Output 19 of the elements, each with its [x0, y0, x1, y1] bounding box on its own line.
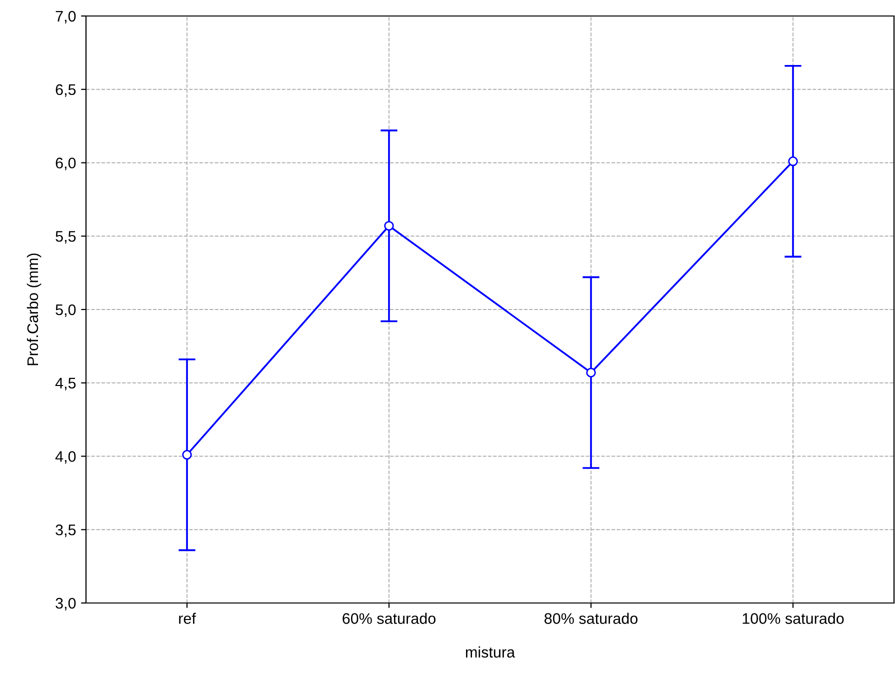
y-tick-label: 6,0	[56, 158, 76, 170]
x-axis-title: mistura	[466, 646, 516, 658]
point	[384, 220, 394, 231]
point	[586, 368, 596, 378]
y-tick-label: 4,0	[55, 451, 76, 464]
x-tick-label: ref	[179, 612, 196, 624]
point	[788, 156, 798, 166]
y-tick-label: 3,5	[56, 524, 76, 538]
x-tick-label: 100% saturado	[742, 612, 844, 624]
y-tick-label: 3,0	[56, 598, 76, 610]
point	[182, 450, 192, 460]
y-tick-label: 4,5	[55, 378, 76, 390]
y-axis-title: Prof.Carbo (mm)	[26, 254, 42, 366]
y-tick-label: 5,0	[56, 304, 76, 317]
y-tick-label: 6,5	[56, 84, 76, 97]
x-tick-label: 60% saturado	[342, 612, 436, 624]
x-tick-label: 80% saturado	[544, 612, 638, 624]
y-tick-label: 7,0	[56, 10, 76, 24]
y-tick-label: 5,5	[56, 231, 76, 244]
